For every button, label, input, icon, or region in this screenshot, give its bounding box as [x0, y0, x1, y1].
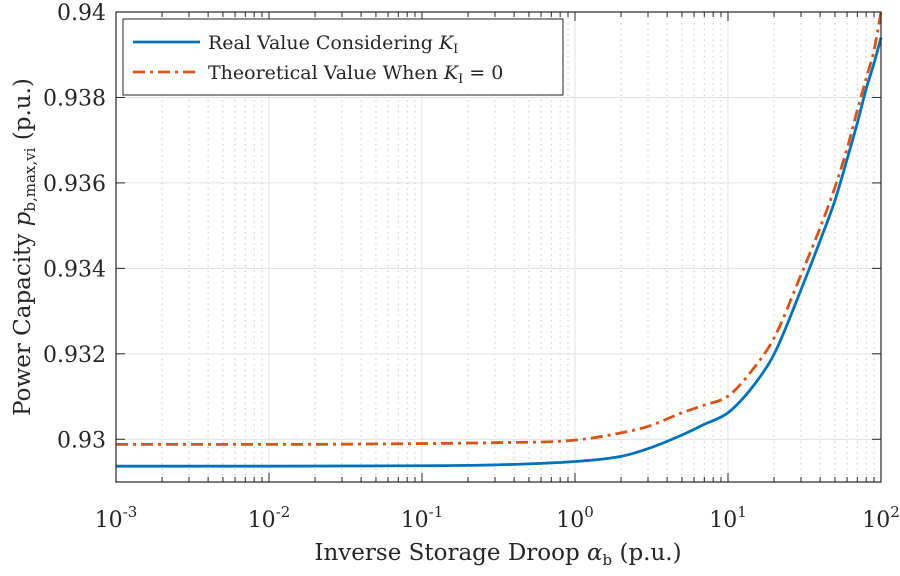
legend: Real Value Considering KI Theoretical Va… — [122, 18, 564, 96]
x-tick-label: 10-3 — [95, 503, 138, 533]
y-tick-label: 0.938 — [43, 86, 106, 111]
x-tick-label: 102 — [862, 503, 900, 533]
plot-frame — [115, 11, 882, 483]
legend-label-theoretical: Theoretical Value When KI = 0 — [208, 62, 503, 87]
y-tick-label: 0.94 — [57, 1, 106, 26]
y-tick-label: 0.932 — [43, 343, 106, 368]
y-tick-label: 0.934 — [43, 257, 106, 282]
x-axis-label: Inverse Storage Droop αb (p.u.) — [314, 540, 681, 569]
x-tick-label: 10-1 — [401, 503, 444, 533]
series-line-0 — [116, 37, 883, 468]
ticks — [115, 11, 882, 482]
series-line-1 — [116, 11, 883, 446]
series-lines — [116, 11, 883, 468]
legend-label-real: Real Value Considering KI — [208, 32, 458, 57]
y-tick-label: 0.936 — [43, 172, 106, 197]
legend-box — [122, 18, 564, 96]
x-tick-label: 10-2 — [248, 503, 291, 533]
y-axis-label: Power Capacity pb,max,vi (p.u.) — [10, 78, 39, 416]
y-tick-label: 0.93 — [57, 428, 106, 453]
x-tick-labels: 10-3 10-2 10-1 100 101 102 — [95, 503, 900, 533]
x-tick-label: 100 — [556, 503, 594, 533]
x-tick-label: 101 — [709, 503, 747, 533]
y-tick-labels: 0.93 0.932 0.934 0.936 0.938 0.94 — [43, 1, 106, 453]
